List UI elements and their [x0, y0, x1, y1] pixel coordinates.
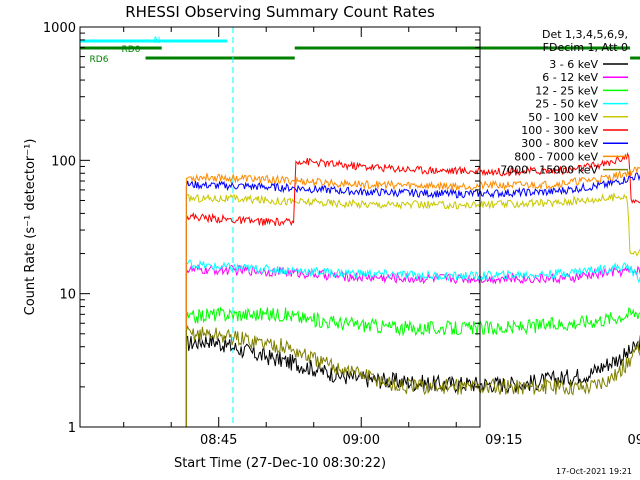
x-tick-label-3: 09:30: [628, 433, 640, 448]
legend-label-0: 3 - 6 keV: [549, 58, 598, 71]
legend-header-line2: FDecim 1, Att 0: [543, 41, 628, 54]
flag-rd0-label: RD0: [122, 45, 141, 55]
legend-label-4: 50 - 100 keV: [528, 111, 598, 124]
series-line-5: [185, 152, 640, 427]
flag-n-label: N: [154, 36, 161, 46]
x-tick-label-0: 08:45: [200, 433, 237, 448]
x-tick-label-2: 09:15: [485, 433, 522, 448]
x-axis-label: Start Time (27-Dec-10 08:30:22): [174, 456, 386, 471]
legend-label-6: 300 - 800 keV: [521, 137, 598, 150]
flag-rd6-label: RD6: [90, 55, 109, 65]
series-line-7: [185, 166, 640, 427]
legend-label-3: 25 - 50 keV: [535, 98, 598, 111]
y-tick-label-0: 1: [68, 421, 76, 436]
legend-label-8: 7000 - 15000 keV: [500, 164, 598, 177]
y-tick-label-2: 100: [51, 154, 76, 169]
legend-label-7: 800 - 7000 keV: [514, 150, 598, 163]
y-tick-label-3: 1000: [43, 21, 76, 36]
series-line-8: [185, 324, 640, 427]
legend-label-2: 12 - 25 keV: [535, 84, 598, 97]
series-line-2: [185, 306, 640, 427]
series-line-6: [185, 171, 640, 427]
footer-timestamp: 17-Oct-2021 19:21: [556, 467, 632, 476]
plot-frame: [79, 26, 481, 428]
y-tick-label-1: 10: [59, 288, 76, 303]
series-line-3: [185, 259, 640, 427]
x-tick-label-1: 09:00: [343, 433, 380, 448]
series-line-0: [185, 333, 640, 427]
y-axis-ticks: 1 10 100 1000: [43, 21, 480, 436]
legend-label-5: 100 - 300 keV: [521, 124, 598, 137]
series-line-4: [185, 191, 640, 427]
legend-label-1: 6 - 12 keV: [542, 71, 598, 84]
y-axis-label: Count Rate (s⁻¹ detector⁻¹): [23, 139, 38, 316]
legend-header-line1: Det 1,3,4,5,6,9,: [542, 28, 628, 41]
chart-title: RHESSI Observing Summary Count Rates: [125, 3, 435, 21]
